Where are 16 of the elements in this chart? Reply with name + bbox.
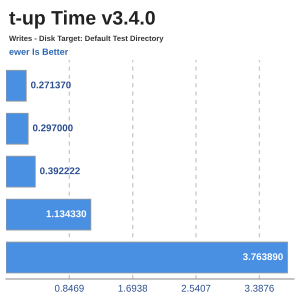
x-tick-label: 3.3876	[244, 284, 274, 292]
bar	[6, 198, 92, 230]
bar	[6, 242, 288, 274]
data-label: 0.271370	[31, 81, 71, 88]
chart-title: t-up Time v3.4.0	[9, 10, 155, 29]
x-tick-label: 0.8469	[54, 284, 84, 292]
bar	[6, 156, 36, 188]
bar	[6, 70, 27, 102]
bar	[6, 112, 29, 145]
data-label: 0.297000	[32, 124, 73, 132]
x-tick-label: 1.6938	[118, 284, 148, 292]
data-label: 0.392222	[40, 167, 80, 174]
x-tick-label: 2.5407	[182, 284, 210, 292]
data-label: 1.134330	[46, 210, 86, 218]
data-label: 3.763890	[242, 253, 283, 260]
text: ewer Is Better	[9, 48, 68, 55]
